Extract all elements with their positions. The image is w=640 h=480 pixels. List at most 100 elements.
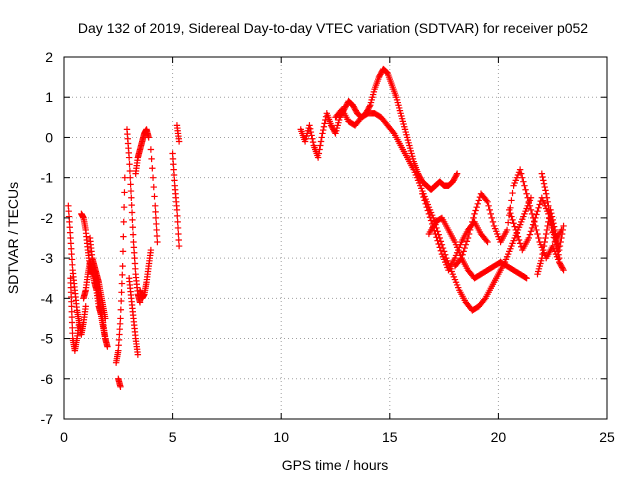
data-point [469,218,476,226]
x-tick-label: 10 [273,429,289,445]
y-tick-label: -5 [41,331,54,347]
data-point [68,303,75,310]
data-point [169,155,177,163]
data-point [486,206,493,214]
data-point [175,230,182,238]
data-point [436,244,443,251]
data-point [474,200,481,208]
data-point [532,214,539,222]
data-point [464,234,472,242]
data-point [468,222,475,230]
data-point [68,313,76,321]
data-point [116,320,124,328]
data-point [473,203,480,211]
data-point [65,213,73,220]
data-point [542,190,550,197]
y-tick-label: -7 [41,411,54,427]
data-point [534,207,541,215]
data-point [553,244,561,252]
series-pass-15 [297,65,461,193]
data-point [519,174,526,181]
data-point [472,207,479,214]
data-point [426,214,434,221]
data-point [116,325,123,333]
data-point [319,126,327,134]
x-axis-label: GPS time / hours [282,457,389,473]
data-point [534,230,541,238]
data-point [466,226,474,234]
chart-title: Day 132 of 2019, Sidereal Day-to-day VTE… [78,20,588,36]
data-point [382,68,390,75]
series-pass-7 [115,375,124,391]
data-point [128,209,136,216]
data-point [115,336,123,344]
data-point [544,198,551,205]
data-point [559,265,567,273]
data-point [321,120,328,127]
data-point [130,244,138,251]
data-point [424,207,432,214]
data-point [67,234,74,242]
data-point [174,212,181,220]
data-point [121,189,128,196]
series-pass-18 [425,214,530,282]
data-point [465,230,473,238]
series-pass-6 [112,174,129,366]
data-point [174,224,182,232]
data-point [458,254,465,262]
data-point [68,256,76,263]
data-point [536,201,543,208]
data-point [68,319,76,326]
data-point [152,208,159,216]
data-point [129,231,137,238]
data-point [552,238,559,245]
x-tick-label: 5 [169,429,177,445]
data-point [553,241,560,248]
data-point [317,142,324,149]
grid-lines [64,57,607,419]
series-pass-22 [538,170,563,262]
data-point [457,256,464,263]
series-pass-14 [173,122,183,145]
data-point [527,206,535,214]
data-point [65,202,72,210]
data-point [317,138,325,145]
data-point [174,218,181,226]
data-point [554,248,561,255]
data-point [149,174,157,181]
data-point [557,238,564,246]
data-point [126,161,133,168]
data-point [535,234,542,242]
data-point [68,245,75,252]
data-point [151,193,158,200]
data-point [309,135,316,142]
data-point [556,254,563,262]
data-point [459,251,466,258]
data-point [423,203,430,211]
data-point [487,210,494,218]
data-point [541,183,548,191]
data-point [531,218,538,225]
data-point [542,234,549,242]
y-tick-label: -6 [41,371,54,387]
data-point [127,174,134,181]
data-point [422,200,429,208]
data-point [548,218,555,225]
data-point [389,128,397,136]
data-point [427,217,435,224]
data-point [543,194,551,201]
y-tick-label: 2 [45,49,53,65]
data-point [145,134,152,141]
data-point [432,230,439,238]
data-point [508,213,515,220]
data-point [171,177,178,184]
data-point [541,238,548,246]
data-point [521,182,528,189]
data-point [308,132,315,139]
data-point [518,170,525,177]
data-point [66,224,73,231]
x-tick-label: 20 [491,429,507,445]
data-point [528,210,536,218]
data-point [509,189,516,197]
data-point [523,275,530,282]
